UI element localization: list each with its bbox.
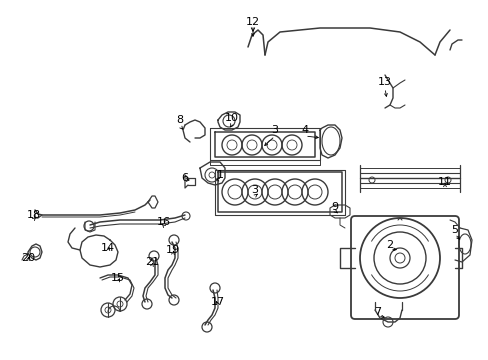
Text: 5: 5 [450, 225, 458, 235]
Text: 1: 1 [216, 170, 223, 180]
Text: 17: 17 [210, 297, 224, 307]
Text: 8: 8 [176, 115, 183, 125]
Text: 11: 11 [437, 177, 451, 187]
Text: 19: 19 [165, 245, 180, 255]
Text: 2: 2 [386, 240, 393, 250]
Text: 15: 15 [111, 273, 125, 283]
Text: 9: 9 [331, 202, 338, 212]
Text: 7: 7 [374, 307, 381, 317]
Text: 10: 10 [224, 113, 239, 123]
Text: 18: 18 [27, 210, 41, 220]
Text: 21: 21 [144, 257, 159, 267]
Text: 13: 13 [377, 77, 391, 87]
Text: 3: 3 [271, 125, 278, 135]
Text: 20: 20 [21, 253, 35, 263]
Text: 4: 4 [301, 125, 308, 135]
Text: 6: 6 [181, 173, 188, 183]
Text: 3: 3 [251, 185, 258, 195]
Text: 14: 14 [101, 243, 115, 253]
Text: 12: 12 [245, 17, 260, 27]
Text: 16: 16 [157, 217, 171, 227]
